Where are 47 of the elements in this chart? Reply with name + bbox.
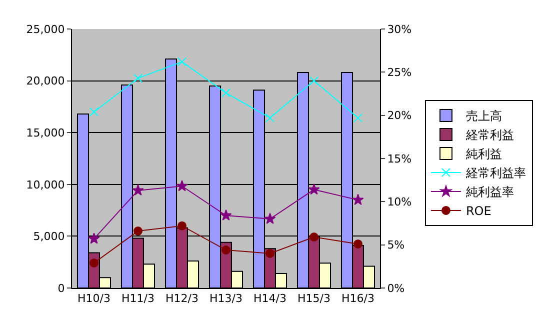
legend-label: 経常利益 [464, 128, 514, 142]
y2-tick-label: 0% [387, 282, 405, 295]
point [132, 184, 144, 196]
x-tick-label: H12/3 [166, 292, 198, 306]
y-tick-label: 25,000 [26, 22, 65, 36]
point [266, 113, 274, 122]
y2-tick-label: 20% [387, 109, 412, 122]
x-tick-label: H13/3 [210, 292, 242, 306]
point [134, 74, 142, 83]
point [264, 212, 276, 224]
point [354, 239, 362, 248]
point [176, 180, 188, 192]
x-tick-label: H10/3 [78, 292, 110, 306]
y2-tick-label: 10% [387, 196, 412, 209]
y-tick-label: 20,000 [26, 74, 65, 88]
point [90, 107, 98, 116]
x-tick-label: H14/3 [254, 292, 286, 306]
y-tick-label: 15,000 [26, 126, 65, 140]
x-tick-label: H11/3 [122, 292, 154, 306]
point [88, 232, 100, 244]
y2-tick-label: 30% [387, 22, 412, 36]
point [220, 209, 232, 221]
point [178, 57, 186, 66]
point [134, 226, 142, 236]
y-tick-label: 5,000 [33, 230, 65, 244]
y-tick-label: 10,000 [26, 178, 65, 192]
point [310, 76, 318, 86]
x-tick-label: H16/3 [342, 292, 374, 306]
point [90, 258, 98, 268]
point [308, 183, 320, 195]
point [266, 248, 274, 258]
legend-label: 純利益 [466, 147, 502, 162]
legend-label: 売上高 [466, 109, 502, 124]
point [354, 113, 362, 122]
y2-tick-label: 15% [387, 152, 412, 166]
legend-label: 経常利益率 [464, 166, 526, 180]
x-tick-label: H15/3 [298, 292, 330, 306]
y-tick-label: 0 [58, 282, 65, 295]
legend-label: ROE [466, 204, 492, 218]
y2-tick-label: 25% [387, 66, 412, 80]
point [222, 88, 230, 98]
legend-label: 純利益率 [466, 185, 514, 200]
point [310, 232, 318, 242]
point [222, 246, 230, 255]
point [178, 221, 186, 230]
point [352, 194, 364, 205]
y2-tick-label: 5% [387, 238, 405, 252]
